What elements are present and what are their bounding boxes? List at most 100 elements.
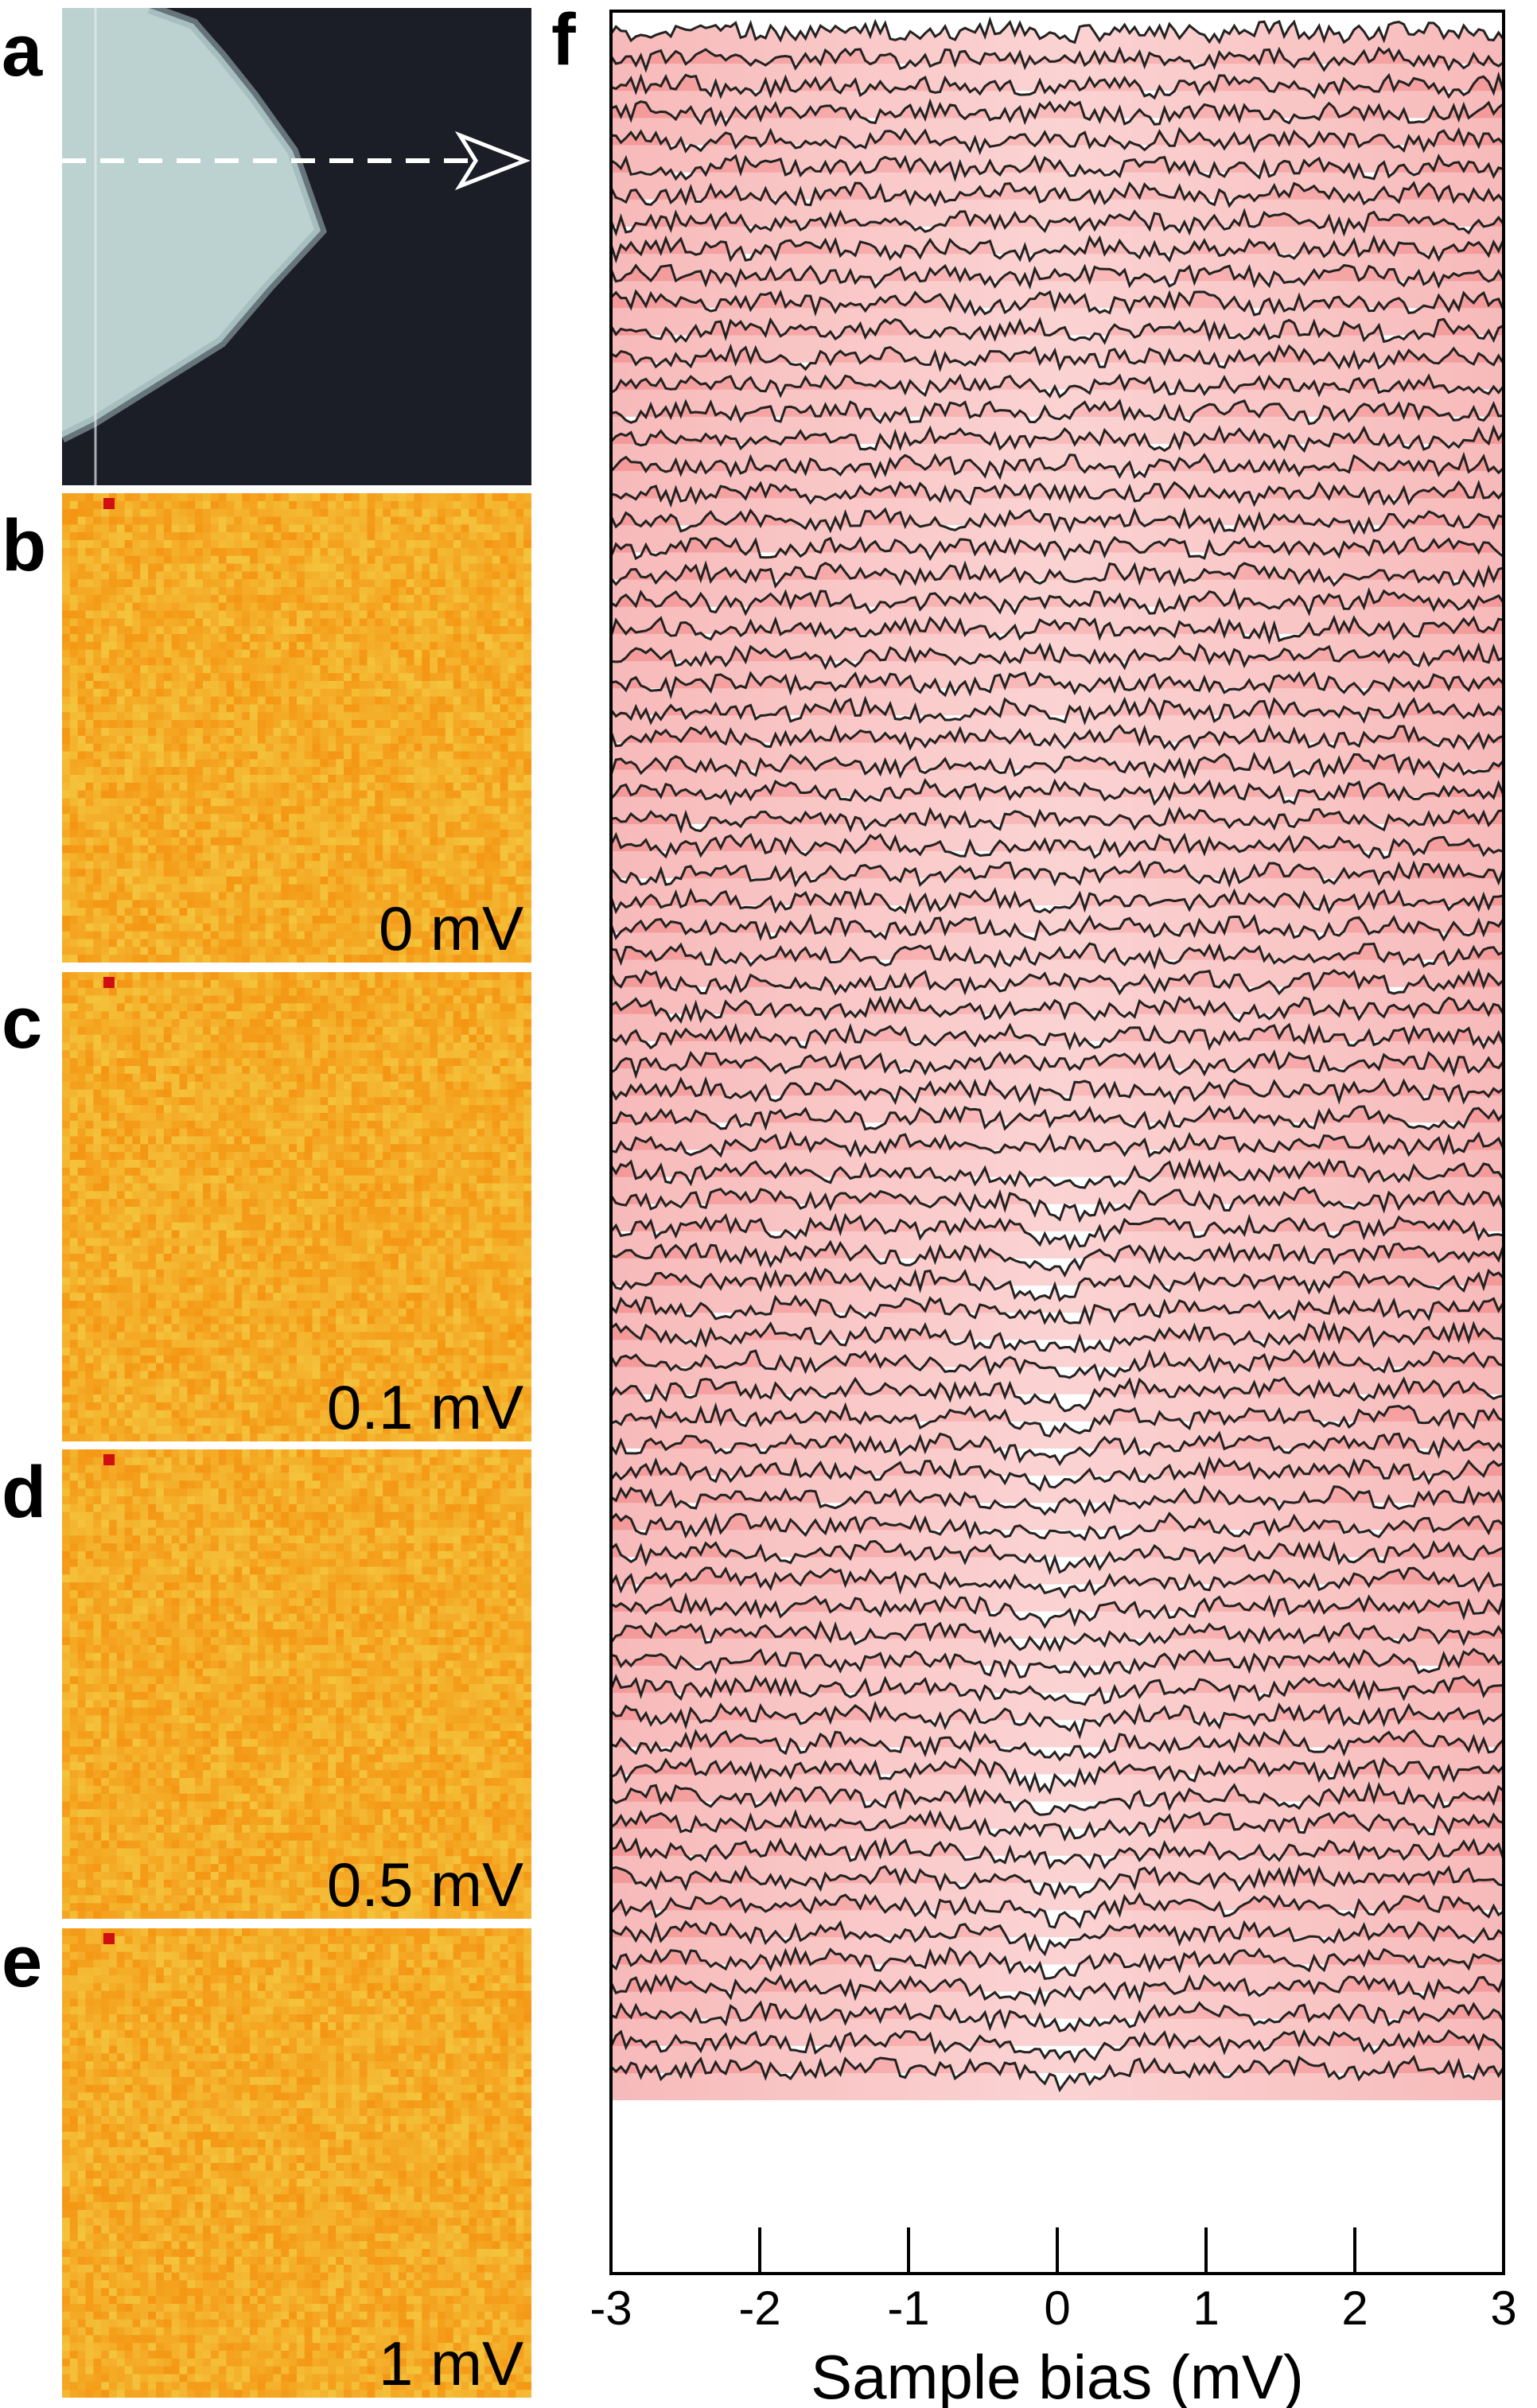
spectrum-line — [610, 942, 1504, 970]
spectrum-line — [610, 1022, 1505, 1051]
spectrum-line — [609, 778, 1505, 806]
spectrum-line — [610, 71, 1505, 100]
spectrum-line — [609, 535, 1504, 562]
panel-letter-b: b — [2, 505, 47, 586]
spectrum-fill — [611, 129, 1504, 173]
panel-letter-d: d — [2, 1452, 47, 1533]
spectrum-line — [609, 724, 1504, 752]
spectrum-line — [609, 181, 1505, 208]
spectrum-line — [609, 263, 1505, 290]
x-tick-label: 0 — [1044, 2282, 1070, 2335]
spectra-fill-layer — [611, 20, 1504, 2101]
spectrum-line — [609, 46, 1504, 73]
spectrum-line — [609, 1974, 1505, 2008]
spectrum-line — [610, 98, 1504, 127]
spectrum-line — [609, 2054, 1505, 2093]
x-tick-label: 3 — [1490, 2282, 1516, 2335]
spectrum-fill — [611, 101, 1504, 146]
spectrum-line — [609, 1266, 1505, 1302]
spectrum-line — [609, 967, 1505, 996]
spectrum-line — [610, 995, 1505, 1025]
spectrum-fill — [611, 75, 1504, 119]
spectrum-line — [609, 1376, 1504, 1413]
spectrum-line — [610, 1647, 1504, 1679]
spectrum-fill — [611, 265, 1504, 309]
spectrum-line — [609, 1430, 1505, 1467]
spectrum-line — [610, 806, 1504, 834]
spectrum-line — [610, 642, 1504, 671]
x-tick-label: 1 — [1193, 2282, 1219, 2335]
spectrum-line — [609, 695, 1505, 726]
spectrum-line — [609, 1620, 1505, 1652]
spectrum-fill — [611, 482, 1504, 526]
energy-label-e: 1 mV — [378, 2328, 523, 2398]
spectrum-line — [610, 1836, 1505, 1870]
topo-island-edge — [62, 8, 328, 443]
defect-spot — [103, 1454, 115, 1465]
x-tick-label: -1 — [887, 2282, 929, 2335]
spectrum-line — [609, 1456, 1504, 1492]
spectrum-line — [610, 1864, 1504, 1900]
spectrum-line — [609, 1076, 1504, 1107]
spectrum-line — [610, 373, 1505, 399]
spectrum-line — [610, 1539, 1504, 1576]
spectrum-line — [610, 343, 1505, 373]
energy-label-b: 0 mV — [378, 893, 523, 963]
panel-letter-a: a — [2, 10, 43, 91]
spectrum-line — [609, 2029, 1505, 2064]
spectrum-fill — [611, 809, 1504, 851]
panel-letter-f: f — [551, 0, 576, 80]
spectrum-fill — [611, 970, 1504, 1014]
spectrum-line — [610, 587, 1505, 617]
spectrum-line — [609, 560, 1504, 589]
spectrum-fill — [611, 48, 1504, 91]
spectrum-line — [609, 424, 1505, 453]
spectrum-line — [609, 289, 1505, 317]
spectrum-line — [609, 913, 1505, 942]
spectrum-fill — [611, 916, 1504, 960]
energy-label-d: 0.5 mV — [326, 1850, 523, 1919]
spectrum-fill — [611, 291, 1504, 336]
spectrum-fill — [611, 1812, 1504, 1856]
spectrum-line — [610, 2000, 1505, 2033]
spectrum-line — [609, 886, 1504, 915]
topo-island — [62, 8, 321, 438]
conductance-map-c: 0.1 mV — [62, 972, 531, 1441]
spectrum-line — [609, 1293, 1505, 1326]
spectrum-fill — [611, 562, 1504, 607]
spectrum-line — [609, 234, 1505, 264]
spectrum-line — [610, 1756, 1505, 1795]
spectrum-line — [610, 153, 1504, 182]
spectrum-line — [609, 208, 1505, 237]
x-tick-label: -3 — [590, 2282, 632, 2335]
spectrum-fill — [611, 400, 1504, 444]
defect-spot — [103, 1933, 115, 1944]
spectrum-fill — [611, 509, 1504, 553]
spectrum-line — [609, 1566, 1504, 1599]
spectrum-fill — [611, 754, 1504, 797]
spectrum-fill — [611, 20, 1504, 64]
defect-spot — [103, 498, 115, 509]
spectra-lines-layer — [609, 16, 1505, 2093]
x-axis: -3 -2 -1 0 1 2 3 — [590, 2227, 1517, 2335]
spectrum-line — [610, 1809, 1504, 1842]
spectrum-fill — [611, 346, 1504, 390]
spectrum-fill — [611, 617, 1504, 662]
spectrum-line — [610, 1320, 1504, 1354]
spectrum-line — [609, 317, 1504, 345]
spectrum-line — [609, 507, 1504, 535]
spectrum-fill — [611, 1785, 1504, 1829]
spectrum-line — [610, 398, 1504, 426]
spectrum-line — [610, 1592, 1505, 1629]
spectrum-line — [609, 1157, 1505, 1189]
spectrum-fill — [611, 1976, 1504, 2019]
conductance-map-e: 1 mV — [62, 1928, 531, 2398]
spectrum-line — [609, 1212, 1504, 1251]
spectrum-fill — [611, 2056, 1504, 2101]
spectrum-line — [610, 126, 1505, 156]
spectrum-line — [610, 480, 1505, 508]
spectrum-line — [609, 1186, 1505, 1223]
spectrum-line — [610, 1781, 1504, 1816]
scan-direction-arrow-icon — [454, 130, 531, 191]
